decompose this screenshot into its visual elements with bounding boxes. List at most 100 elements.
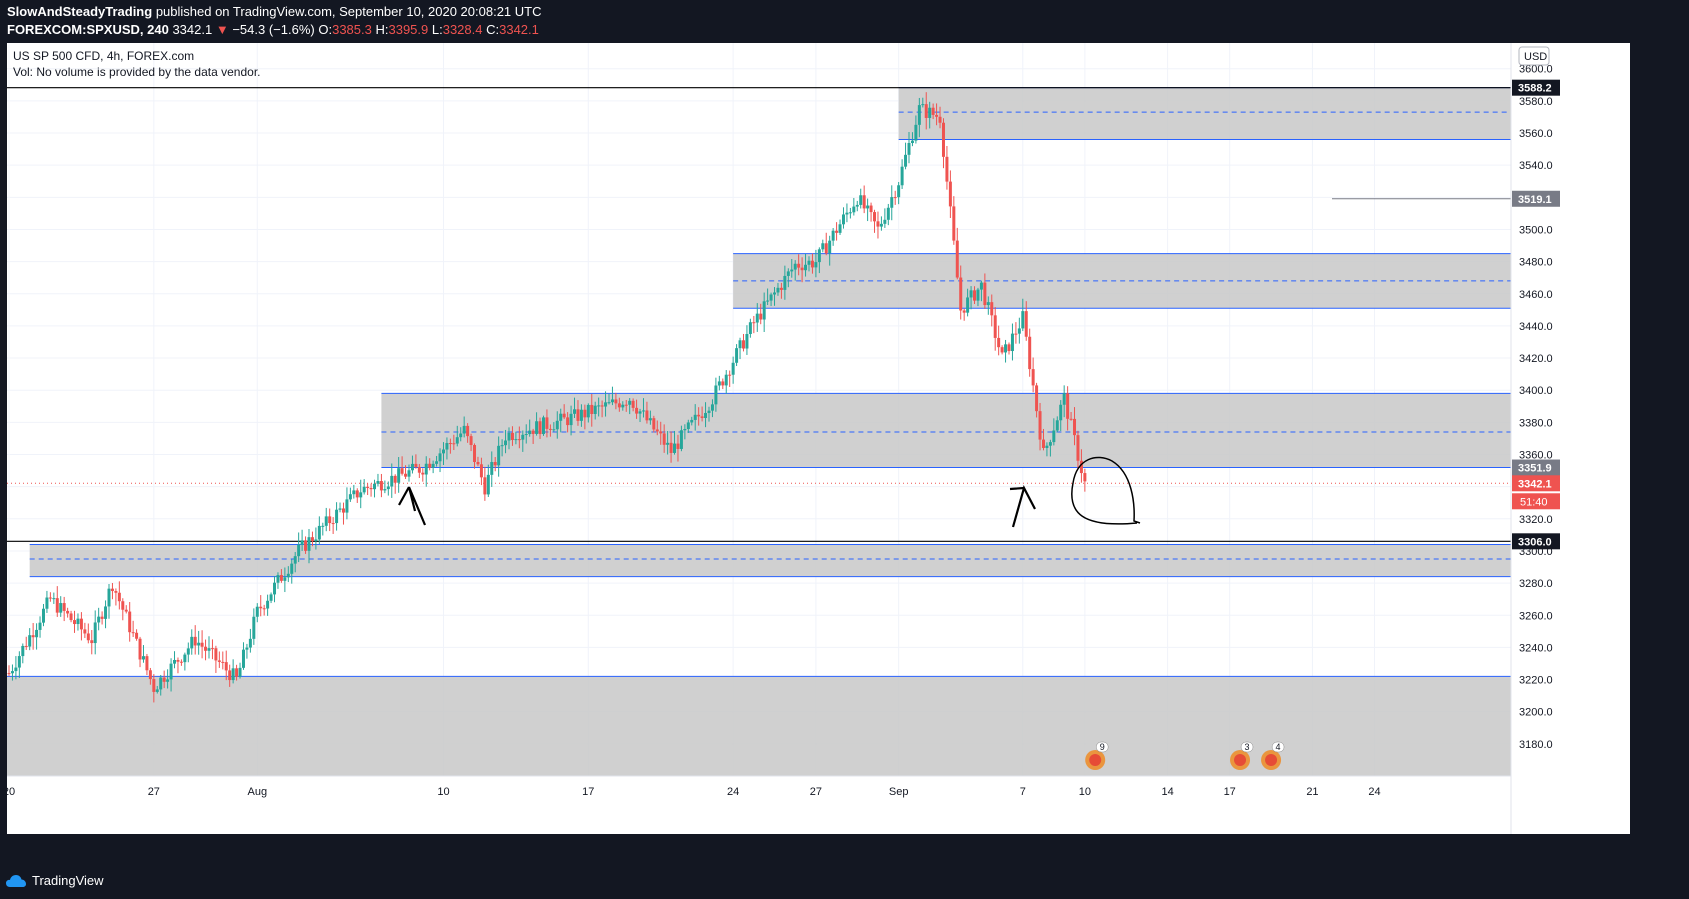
- candle-body: [666, 442, 670, 445]
- symbol-label: FOREXCOM:SPXUSD, 240: [7, 22, 169, 37]
- candle-body: [390, 475, 394, 487]
- candle-body: [431, 463, 435, 468]
- candle-body: [100, 616, 104, 619]
- candle-body: [721, 381, 725, 386]
- candle-body: [1035, 385, 1039, 412]
- x-tick-label: 7: [1020, 786, 1026, 798]
- candle-body: [262, 608, 266, 610]
- tradingview-cloud-icon: [6, 874, 26, 887]
- price-change: −54.3 (−1.6%): [232, 22, 315, 37]
- candle-body: [97, 616, 101, 623]
- candle-body: [269, 594, 273, 601]
- candle-body: [566, 417, 570, 426]
- price-label-tag: [1512, 533, 1560, 550]
- candle-body: [300, 540, 304, 545]
- candle-body: [310, 537, 314, 541]
- candle-body: [962, 310, 966, 313]
- candle-body: [1010, 333, 1014, 352]
- x-tick-label: 17: [582, 786, 594, 798]
- zone-rect: [898, 87, 1511, 140]
- y-tick-label: 3200.0: [1519, 707, 1553, 719]
- candle-body: [748, 322, 752, 335]
- candle-body: [690, 419, 694, 423]
- candle-body: [273, 582, 277, 595]
- candle-body: [1066, 393, 1070, 419]
- candle-body: [738, 340, 742, 349]
- candle-body: [624, 404, 628, 406]
- price-chart[interactable]: 3180.03200.03220.03240.03260.03280.03300…: [7, 43, 1630, 834]
- candle-body: [545, 417, 549, 429]
- x-tick-label: 27: [148, 786, 160, 798]
- candle-body: [400, 468, 404, 474]
- candle-body: [990, 302, 994, 316]
- candle-body: [638, 411, 642, 414]
- candle-body: [904, 154, 908, 167]
- candle-body: [914, 124, 918, 141]
- candle-body: [307, 537, 311, 551]
- candle-body: [55, 598, 59, 613]
- candle-body: [1028, 336, 1032, 370]
- zone-rect: [29, 544, 1511, 577]
- candle-body: [617, 403, 621, 408]
- candle-body: [404, 473, 408, 477]
- candle-body: [459, 433, 463, 438]
- published-text: published on TradingView.com, September …: [155, 4, 542, 19]
- candle-body: [576, 409, 580, 421]
- candle-body: [341, 508, 345, 513]
- candle-body: [669, 442, 673, 453]
- candle-body: [917, 105, 921, 125]
- candle-body: [162, 677, 166, 682]
- price-label-text: 3351.9: [1518, 463, 1552, 475]
- y-tick-label: 3500.0: [1519, 224, 1553, 236]
- candle-body: [897, 185, 901, 198]
- x-tick-label: 20: [7, 786, 15, 798]
- x-tick-label: Aug: [247, 786, 267, 798]
- candle-body: [931, 107, 935, 115]
- candle-body: [1045, 445, 1049, 448]
- candle-body: [807, 260, 811, 265]
- candle-body: [238, 667, 242, 677]
- candle-body: [583, 409, 587, 418]
- candle-body: [83, 629, 87, 634]
- candle-body: [397, 468, 401, 483]
- candle-body: [348, 494, 352, 500]
- chart-area[interactable]: 3180.0 3200.0 3220.0 3240.0 3260.0 3280.0 3300…: [7, 43, 1630, 834]
- y-tick-label: 3320.0: [1519, 514, 1553, 526]
- volume-legend-text: Vol: No volume is provided by the data v…: [13, 65, 260, 79]
- candle-body: [335, 509, 339, 524]
- candle-body: [314, 539, 318, 541]
- annotation-arrow: [1009, 485, 1036, 528]
- candle-body: [869, 205, 873, 213]
- publisher-name[interactable]: SlowAndSteadyTrading: [7, 4, 153, 19]
- candle-body: [890, 197, 894, 208]
- tradingview-logo[interactable]: TradingView: [6, 873, 104, 888]
- candle-body: [604, 402, 608, 407]
- countdown-tag: [1512, 493, 1560, 510]
- candle-body: [879, 223, 883, 227]
- candle-body: [766, 300, 770, 302]
- event-flag-icon: [1234, 754, 1247, 766]
- candle-body: [686, 422, 690, 430]
- candle-body: [283, 577, 287, 581]
- candle-body: [424, 463, 428, 475]
- candle-body: [124, 609, 128, 612]
- candle-body: [797, 263, 801, 268]
- candle-body: [652, 418, 656, 430]
- candle-body: [1017, 328, 1021, 334]
- candle-body: [921, 104, 925, 106]
- candle-body: [510, 432, 514, 440]
- candle-body: [428, 463, 432, 468]
- candle-body: [379, 481, 383, 491]
- y-tick-label: 3560.0: [1519, 128, 1553, 140]
- candle-body: [31, 635, 35, 638]
- candle-body: [1041, 439, 1045, 448]
- y-tick-label: 3380.0: [1519, 417, 1553, 429]
- candle-body: [810, 260, 814, 268]
- candle-body: [445, 443, 449, 450]
- candle-body: [835, 230, 839, 233]
- candle-body: [614, 399, 618, 404]
- candle-body: [186, 648, 190, 655]
- candle-body: [621, 404, 625, 408]
- candle-body: [935, 114, 939, 117]
- candle-body: [862, 195, 866, 209]
